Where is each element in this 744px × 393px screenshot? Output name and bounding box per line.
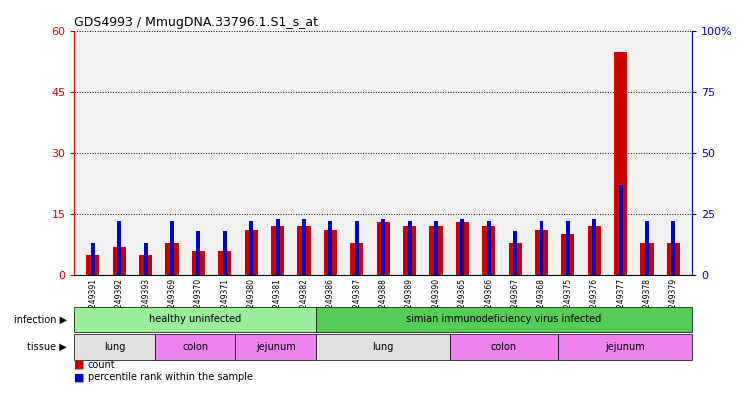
Bar <box>672 222 676 275</box>
Bar <box>535 230 548 275</box>
Bar <box>461 219 464 275</box>
Bar <box>641 242 654 275</box>
Bar <box>539 222 543 275</box>
Bar <box>614 52 627 275</box>
Bar <box>144 243 147 275</box>
Bar <box>381 219 385 275</box>
Bar <box>487 222 491 275</box>
Bar <box>170 222 174 275</box>
Bar <box>316 334 450 360</box>
Bar <box>408 222 411 275</box>
Bar <box>588 226 601 275</box>
Text: ■: ■ <box>74 372 85 382</box>
Bar <box>192 251 205 275</box>
Bar <box>508 242 522 275</box>
Text: ■: ■ <box>74 360 85 370</box>
Bar <box>218 251 231 275</box>
Bar <box>558 334 692 360</box>
Text: lung: lung <box>373 342 394 352</box>
Bar <box>271 226 284 275</box>
Bar <box>350 242 363 275</box>
Bar <box>513 231 517 275</box>
Bar <box>434 222 438 275</box>
Text: healthy uninfected: healthy uninfected <box>149 314 241 324</box>
Text: infection ▶: infection ▶ <box>14 314 67 324</box>
Bar <box>74 307 316 332</box>
Bar <box>249 222 253 275</box>
Bar <box>403 226 416 275</box>
Bar <box>86 255 100 275</box>
Bar <box>376 222 390 275</box>
Bar <box>118 222 121 275</box>
Bar <box>196 231 200 275</box>
Bar <box>355 222 359 275</box>
Text: count: count <box>88 360 115 370</box>
Bar <box>566 222 570 275</box>
Bar <box>223 231 227 275</box>
Text: percentile rank within the sample: percentile rank within the sample <box>88 372 253 382</box>
Bar <box>328 222 333 275</box>
Bar <box>667 242 680 275</box>
Bar <box>298 226 310 275</box>
Bar <box>155 334 236 360</box>
Bar <box>245 230 258 275</box>
Text: colon: colon <box>182 342 208 352</box>
Text: jejunum: jejunum <box>605 342 644 352</box>
Bar <box>456 222 469 275</box>
Bar <box>482 226 496 275</box>
Text: GDS4993 / MmugDNA.33796.1.S1_s_at: GDS4993 / MmugDNA.33796.1.S1_s_at <box>74 16 318 29</box>
Text: colon: colon <box>491 342 517 352</box>
Bar <box>302 219 306 275</box>
Bar <box>450 334 558 360</box>
Bar <box>112 247 126 275</box>
Bar <box>74 334 155 360</box>
Text: lung: lung <box>104 342 125 352</box>
Text: simian immunodeficiency virus infected: simian immunodeficiency virus infected <box>406 314 602 324</box>
Text: tissue ▶: tissue ▶ <box>28 342 67 352</box>
Bar <box>275 219 280 275</box>
Bar <box>316 307 692 332</box>
Bar <box>91 243 94 275</box>
Bar <box>429 226 443 275</box>
Bar <box>592 219 596 275</box>
Bar <box>324 230 337 275</box>
Bar <box>139 255 153 275</box>
Text: jejunum: jejunum <box>256 342 295 352</box>
Bar <box>236 334 316 360</box>
Bar <box>561 235 574 275</box>
Bar <box>165 242 179 275</box>
Bar <box>619 185 623 275</box>
Bar <box>645 222 649 275</box>
